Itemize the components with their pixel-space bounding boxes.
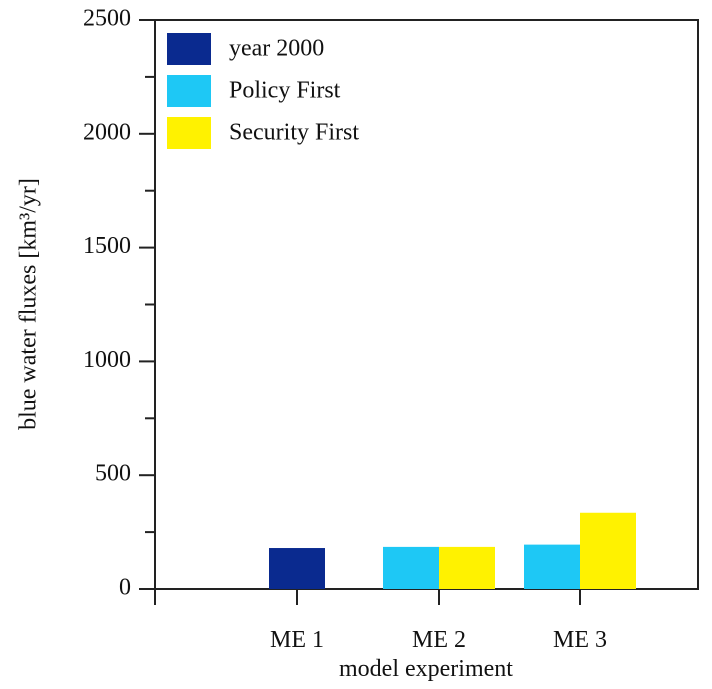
x-axis-label: model experiment <box>339 656 513 682</box>
y-tick-label: 2000 <box>83 119 131 145</box>
bar-me3-security-first <box>580 512 636 589</box>
y-tick-label: 0 <box>119 575 131 601</box>
y-tick-label: 2500 <box>83 6 131 32</box>
y-tick-label: 1000 <box>83 347 131 373</box>
plot-frame <box>154 19 699 590</box>
y-axis-label: blue water fluxes [km³/yr] <box>16 178 42 430</box>
x-tick-label: ME 2 <box>412 627 466 653</box>
axes-box <box>154 19 699 590</box>
bar-me2-policy-first <box>383 546 439 589</box>
legend: year 2000 Policy First Security First <box>167 33 359 149</box>
x-tick-label: ME 1 <box>270 627 324 653</box>
legend-swatch <box>167 117 211 149</box>
y-axis-ticks: 0 500 1000 1500 2000 2500 <box>83 6 155 601</box>
legend-swatch <box>167 33 211 65</box>
bar-me1-year-2000 <box>269 548 325 589</box>
bar-me3-policy-first <box>524 544 580 589</box>
legend-label: Policy First <box>229 78 341 104</box>
legend-label: Security First <box>229 120 359 146</box>
y-tick-label: 500 <box>95 461 131 487</box>
x-tick-label: ME 3 <box>553 627 607 653</box>
x-axis-ticks: ME 1 ME 2 ME 3 <box>154 589 607 653</box>
bars-group <box>269 512 636 589</box>
legend-label: year 2000 <box>229 36 324 62</box>
y-tick-label: 1500 <box>83 233 131 259</box>
legend-swatch <box>167 75 211 107</box>
bar-me2-security-first <box>439 546 495 589</box>
